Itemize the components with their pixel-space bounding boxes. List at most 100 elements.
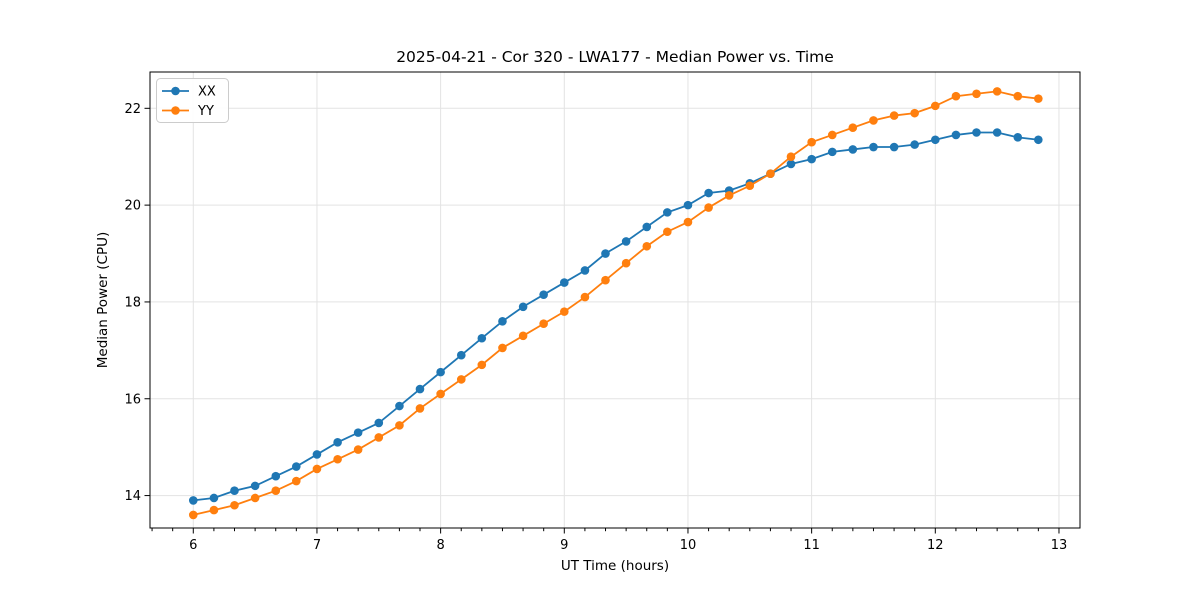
y-tick-label: 14 (124, 489, 141, 504)
grid-layer (150, 72, 1080, 528)
legend-box (156, 78, 229, 123)
series-xx-marker (333, 438, 342, 447)
series-xx-marker (395, 401, 404, 411)
series-yy-marker (910, 108, 919, 118)
series-xx-marker (209, 493, 219, 503)
series-xx-marker (312, 450, 322, 459)
series-yy-marker (807, 137, 816, 147)
series-layer (188, 87, 1043, 520)
series-xx-marker (415, 384, 425, 394)
legend-label-yy: YY (197, 104, 214, 119)
series-xx-marker (230, 486, 239, 496)
legend: XX YY (156, 78, 229, 123)
series-xx-marker (580, 266, 590, 275)
series-xx-marker (621, 237, 631, 246)
series-yy-marker (621, 258, 631, 268)
series-xx-marker (1013, 133, 1023, 142)
series-xx-marker (1034, 135, 1043, 145)
series-yy-marker (601, 275, 610, 285)
series-xx-marker (642, 222, 652, 232)
series-yy-marker (559, 307, 569, 316)
legend-marker-icon-xx (171, 86, 180, 96)
axis-layer: 6 7 8 9 10 11 12 13 14 16 18 20 22 (124, 102, 1067, 553)
x-tick-label: 6 (189, 538, 197, 553)
series-yy-marker (477, 360, 487, 370)
series-xx-marker (518, 302, 528, 312)
series-xx-marker (374, 418, 384, 428)
series-xx-marker (704, 188, 713, 198)
series-yy-marker (188, 510, 198, 520)
x-tick-label: 10 (680, 538, 697, 553)
x-tick-label: 9 (560, 538, 568, 553)
series-yy-marker (869, 116, 878, 125)
series-yy-marker (518, 331, 528, 341)
series-xx-marker (807, 154, 816, 164)
y-tick-label: 18 (124, 295, 141, 310)
series-xx-marker (827, 147, 837, 157)
x-tick-label: 13 (1051, 538, 1068, 553)
series-yy-marker (1034, 94, 1043, 103)
legend-label-xx: XX (198, 85, 216, 100)
series-yy-marker (250, 493, 260, 503)
y-tick-label: 16 (124, 392, 141, 407)
series-yy-marker (353, 445, 363, 454)
chart-title: 2025-04-21 - Cor 320 - LWA177 - Median P… (396, 48, 834, 66)
series-xx-marker (292, 462, 301, 471)
series-yy-marker (704, 203, 713, 212)
series-yy-marker (992, 87, 1002, 96)
series-xx-marker (188, 496, 198, 505)
series-yy-marker (889, 111, 899, 120)
legend-item-xx: XX (162, 85, 216, 100)
x-axis-label: UT Time (hours) (561, 558, 669, 574)
series-xx-marker (683, 200, 693, 210)
series-yy-marker (642, 241, 652, 251)
series-yy-marker (209, 505, 219, 515)
series-xx-marker (477, 333, 487, 343)
series-xx-marker (786, 159, 796, 169)
series-xx-marker (353, 428, 363, 437)
series-xx-marker (663, 208, 672, 217)
series-xx-marker (456, 350, 466, 360)
series-yy-marker (1013, 91, 1023, 101)
series-yy-marker (766, 169, 775, 178)
series-yy-marker (498, 343, 507, 353)
series-yy-marker (292, 476, 301, 486)
series-yy-marker (415, 404, 425, 413)
x-tick-label: 12 (927, 538, 944, 553)
y-tick-label: 20 (124, 199, 141, 214)
legend-marker-icon-yy (171, 106, 180, 115)
series-xx-marker (869, 142, 878, 152)
series-yy-marker (724, 191, 734, 200)
x-tick-label: 11 (803, 538, 820, 553)
series-yy-marker (848, 123, 858, 132)
series-yy-marker (312, 464, 322, 474)
series-yy-marker (745, 181, 755, 191)
x-tick-label: 8 (436, 538, 444, 553)
series-yy-line (193, 90, 1039, 516)
series-xx-marker (848, 145, 858, 154)
series-yy-marker (580, 292, 590, 302)
series-yy-marker (827, 130, 837, 140)
y-axis-label: Median Power (CPU) (95, 232, 111, 368)
plot-frame (149, 71, 1081, 529)
series-xx-marker (951, 130, 961, 140)
x-tick-label: 7 (313, 538, 321, 553)
y-tick-label: 22 (124, 102, 141, 117)
series-xx-marker (601, 249, 610, 258)
series-yy-marker (951, 91, 961, 101)
series-yy-marker (230, 500, 239, 510)
series-xx-marker (271, 471, 281, 481)
series-yy-marker (663, 227, 672, 237)
series-yy-marker (456, 375, 466, 384)
series-xx-marker (972, 128, 981, 137)
series-xx-marker (539, 290, 548, 299)
series-yy-marker (436, 389, 445, 399)
series-yy-marker (972, 89, 981, 99)
series-yy-marker (271, 486, 281, 496)
series-yy-marker (683, 217, 693, 227)
series-xx-marker (250, 481, 260, 491)
series-xx-line (193, 131, 1039, 502)
series-xx-marker (889, 142, 899, 152)
